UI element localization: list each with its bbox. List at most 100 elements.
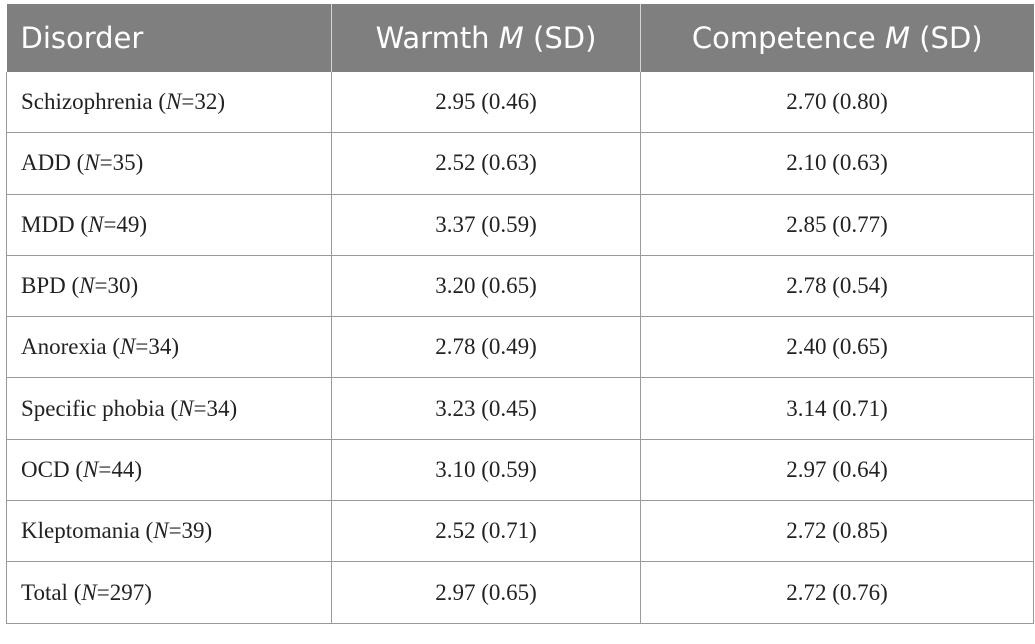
sample-size: 39 — [181, 518, 205, 544]
warmth-cell: 2.52 (0.71) — [331, 500, 641, 563]
warmth-cell: 3.23 (0.45) — [331, 377, 641, 440]
n-symbol: N — [84, 150, 100, 176]
table-row: BPD (N=30) 3.20 (0.65) 2.78 (0.54) — [6, 255, 1034, 318]
n-equals: = — [98, 456, 112, 482]
warmth-cell: 2.95 (0.46) — [331, 72, 641, 134]
header-warmth-sd: (SD) — [523, 21, 597, 55]
n-equals: = — [135, 334, 149, 360]
sample-size: 34 — [206, 395, 230, 421]
n-equals: = — [99, 150, 113, 176]
n-close: ) — [130, 273, 139, 299]
sample-size: 297 — [109, 579, 145, 605]
competence-cell: 2.10 (0.63) — [640, 132, 1034, 195]
header-competence-prefix: Competence — [691, 21, 885, 55]
n-symbol: N — [79, 273, 95, 299]
sample-size: 44 — [111, 456, 135, 482]
n-symbol: N — [88, 211, 104, 237]
n-equals: = — [168, 518, 182, 544]
disorder-name: Kleptomania — [21, 518, 140, 544]
disorder-name: OCD — [21, 456, 70, 482]
header-competence-sd: (SD) — [910, 21, 983, 55]
header-warmth-mean-symbol: M — [498, 21, 524, 55]
table-row: ADD (N=35) 2.52 (0.63) 2.10 (0.63) — [6, 132, 1034, 195]
sample-size: 30 — [107, 273, 131, 299]
disorder-cell: Total (N=297) — [6, 561, 332, 624]
header-disorder: Disorder — [6, 4, 332, 72]
n-symbol: N — [81, 579, 97, 605]
warmth-cell: 3.37 (0.59) — [331, 194, 641, 256]
disorder-name: Anorexia — [21, 334, 107, 360]
n-close: ) — [139, 211, 148, 237]
n-equals: = — [193, 395, 207, 421]
warmth-cell: 2.97 (0.65) — [331, 561, 641, 624]
n-equals: = — [103, 211, 117, 237]
data-table: Disorder Warmth M (SD) Competence M (SD)… — [6, 4, 1034, 624]
n-equals: = — [181, 89, 195, 115]
n-equals: = — [96, 579, 110, 605]
header-disorder-label: Disorder — [20, 21, 144, 55]
disorder-cell: Specific phobia (N=34) — [6, 377, 332, 440]
n-open: ( — [74, 211, 89, 237]
competence-cell: 2.97 (0.64) — [640, 439, 1034, 502]
n-close: ) — [204, 518, 213, 544]
header-competence: Competence M (SD) — [640, 4, 1034, 72]
n-symbol: N — [82, 456, 99, 482]
n-symbol: N — [166, 89, 182, 115]
table-row: Anorexia (N=34) 2.78 (0.49) 2.40 (0.65) — [6, 316, 1034, 379]
n-close: ) — [229, 395, 238, 421]
disorder-cell: OCD (N=44) — [6, 439, 332, 502]
n-open: ( — [69, 456, 83, 482]
warmth-cell: 3.20 (0.65) — [331, 255, 641, 318]
table-row: Total (N=297) 2.97 (0.65) 2.72 (0.76) — [6, 561, 1034, 624]
competence-cell: 2.78 (0.54) — [640, 255, 1034, 318]
disorder-name: Specific phobia — [21, 395, 165, 421]
disorder-cell: BPD (N=30) — [6, 255, 332, 318]
n-open: ( — [65, 273, 80, 299]
n-open: ( — [67, 579, 82, 605]
disorder-name: ADD — [21, 150, 71, 176]
warmth-cell: 3.10 (0.59) — [331, 439, 641, 502]
table-row: OCD (N=44) 3.10 (0.59) 2.97 (0.64) — [6, 439, 1034, 502]
competence-cell: 2.72 (0.85) — [640, 500, 1034, 563]
sample-size: 34 — [148, 334, 172, 360]
table-body: Schizophrenia (N=32) 2.95 (0.46) 2.70 (0.8… — [6, 72, 1034, 624]
n-open: ( — [164, 395, 179, 421]
disorder-cell: Anorexia (N=34) — [6, 316, 332, 379]
sample-size: 49 — [116, 211, 140, 237]
header-warmth: Warmth M (SD) — [331, 4, 641, 72]
n-equals: = — [94, 273, 108, 299]
disorder-cell: Schizophrenia (N=32) — [6, 72, 332, 134]
competence-cell: 3.14 (0.71) — [640, 377, 1034, 440]
sample-size: 35 — [112, 150, 136, 176]
disorder-name: MDD — [21, 211, 75, 237]
table-row: Schizophrenia (N=32) 2.95 (0.46) 2.70 (0.8… — [6, 72, 1034, 134]
competence-cell: 2.85 (0.77) — [640, 194, 1034, 256]
competence-cell: 2.72 (0.76) — [640, 561, 1034, 624]
n-open: ( — [152, 89, 166, 115]
disorder-cell: Kleptomania (N=39) — [6, 500, 332, 563]
disorder-name: Schizophrenia — [21, 89, 153, 115]
warmth-cell: 2.52 (0.63) — [331, 132, 641, 195]
header-row: Disorder Warmth M (SD) Competence M (SD) — [6, 4, 1034, 72]
disorder-name: Total — [21, 579, 68, 605]
n-close: ) — [217, 89, 225, 115]
header-competence-mean-symbol: M — [884, 21, 911, 55]
n-symbol: N — [178, 395, 194, 421]
competence-cell: 2.70 (0.80) — [640, 72, 1034, 134]
competence-cell: 2.40 (0.65) — [640, 316, 1034, 379]
disorder-name: BPD — [21, 273, 66, 299]
n-close: ) — [144, 579, 152, 605]
n-symbol: N — [153, 518, 169, 544]
n-open: ( — [106, 334, 120, 360]
sample-size: 32 — [194, 89, 218, 115]
disorder-cell: MDD (N=49) — [6, 194, 332, 256]
table-row: Specific phobia (N=34) 3.23 (0.45) 3.14 (0… — [6, 377, 1034, 440]
n-close: ) — [171, 334, 179, 360]
n-open: ( — [70, 150, 85, 176]
header-warmth-prefix: Warmth — [375, 21, 499, 55]
table-row: Kleptomania (N=39) 2.52 (0.71) 2.72 (0.85) — [6, 500, 1034, 563]
table-row: MDD (N=49) 3.37 (0.59) 2.85 (0.77) — [6, 194, 1034, 256]
n-symbol: N — [120, 334, 136, 360]
n-close: ) — [135, 150, 144, 176]
warmth-cell: 2.78 (0.49) — [331, 316, 641, 379]
